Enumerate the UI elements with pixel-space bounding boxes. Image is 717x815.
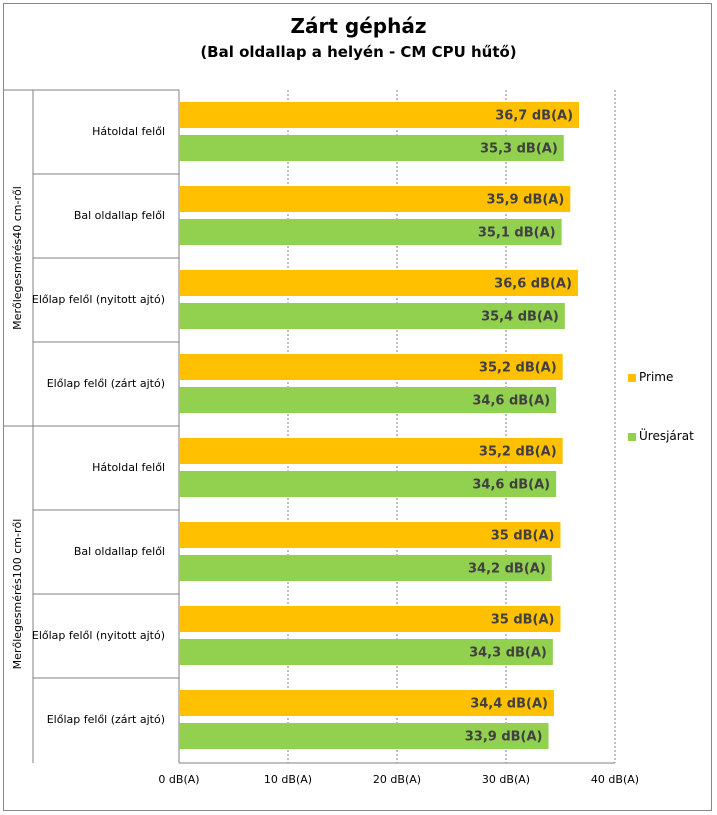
bar-1-5	[179, 555, 552, 581]
category-label-1: Bal oldallap felől	[74, 209, 165, 222]
bar-0-2	[179, 270, 578, 296]
data-label-0-6: 35 dB(A)	[491, 613, 555, 628]
data-label-0-0: 36,7 dB(A)	[495, 109, 573, 124]
data-label-0-4: 35,2 dB(A)	[479, 445, 557, 460]
group-label-1: Merőlegesmérés100 cm-ről	[11, 519, 24, 670]
bar-0-4	[179, 438, 563, 464]
bar-1-4	[179, 471, 557, 497]
data-label-0-5: 35 dB(A)	[491, 529, 555, 544]
data-label-0-7: 34,4 dB(A)	[470, 697, 548, 712]
bar-1-0	[179, 135, 564, 161]
data-label-1-1: 35,1 dB(A)	[478, 226, 556, 241]
x-tick-label-30: 30 dB(A)	[482, 773, 530, 786]
data-label-1-2: 35,4 dB(A)	[481, 310, 559, 325]
bar-1-6	[179, 639, 553, 665]
legend-item-uresjarat: Üresjárat	[628, 429, 694, 443]
chart-subtitle: (Bal oldallap a helyén - CM CPU hűtő)	[200, 43, 517, 61]
x-tick-label-10: 10 dB(A)	[264, 773, 312, 786]
bar-1-3	[179, 387, 557, 413]
legend-item-prime: Prime	[628, 370, 673, 384]
data-label-0-1: 35,9 dB(A)	[487, 193, 565, 208]
legend-label-uresjarat: Üresjárat	[639, 429, 694, 443]
category-label-5: Bal oldallap felől	[74, 545, 165, 558]
bar-0-0	[179, 102, 580, 128]
category-label-4: Hátoldal felől	[92, 461, 165, 474]
data-label-1-0: 35,3 dB(A)	[480, 142, 558, 157]
category-label-0: Hátoldal felől	[92, 125, 165, 138]
category-label-2: Előlap felől (nyitott ajtó)	[32, 293, 165, 306]
data-label-1-4: 34,6 dB(A)	[472, 478, 550, 493]
data-label-1-6: 34,3 dB(A)	[469, 646, 547, 661]
data-label-1-5: 34,2 dB(A)	[468, 562, 546, 577]
bar-0-1	[179, 186, 571, 212]
legend-label-prime: Prime	[639, 370, 674, 384]
category-label-3: Előlap felől (zárt ajtó)	[47, 377, 165, 390]
bar-0-7	[179, 690, 554, 716]
data-label-1-7: 33,9 dB(A)	[465, 730, 543, 745]
category-label-6: Előlap felől (nyitott ajtó)	[32, 629, 165, 642]
bar-0-6	[179, 606, 561, 632]
bar-1-2	[179, 303, 565, 329]
group-label-0: Merőlegesmérés40 cm-ről	[11, 186, 24, 330]
x-tick-label-0: 0 dB(A)	[158, 773, 199, 786]
chart-title: Zárt gépház	[290, 14, 427, 38]
legend-swatch-uresjarat	[628, 432, 636, 441]
x-tick-label-20: 20 dB(A)	[373, 773, 421, 786]
data-label-1-3: 34,6 dB(A)	[472, 394, 550, 409]
legend-swatch-prime	[628, 373, 636, 382]
bar-0-5	[179, 522, 561, 548]
x-tick-label-40: 40 dB(A)	[591, 773, 639, 786]
data-label-0-2: 36,6 dB(A)	[494, 277, 572, 292]
bar-1-1	[179, 219, 562, 245]
bar-0-3	[179, 354, 563, 380]
category-label-7: Előlap felől (zárt ajtó)	[47, 713, 165, 726]
bar-1-7	[179, 723, 549, 749]
data-label-0-3: 35,2 dB(A)	[479, 361, 557, 376]
